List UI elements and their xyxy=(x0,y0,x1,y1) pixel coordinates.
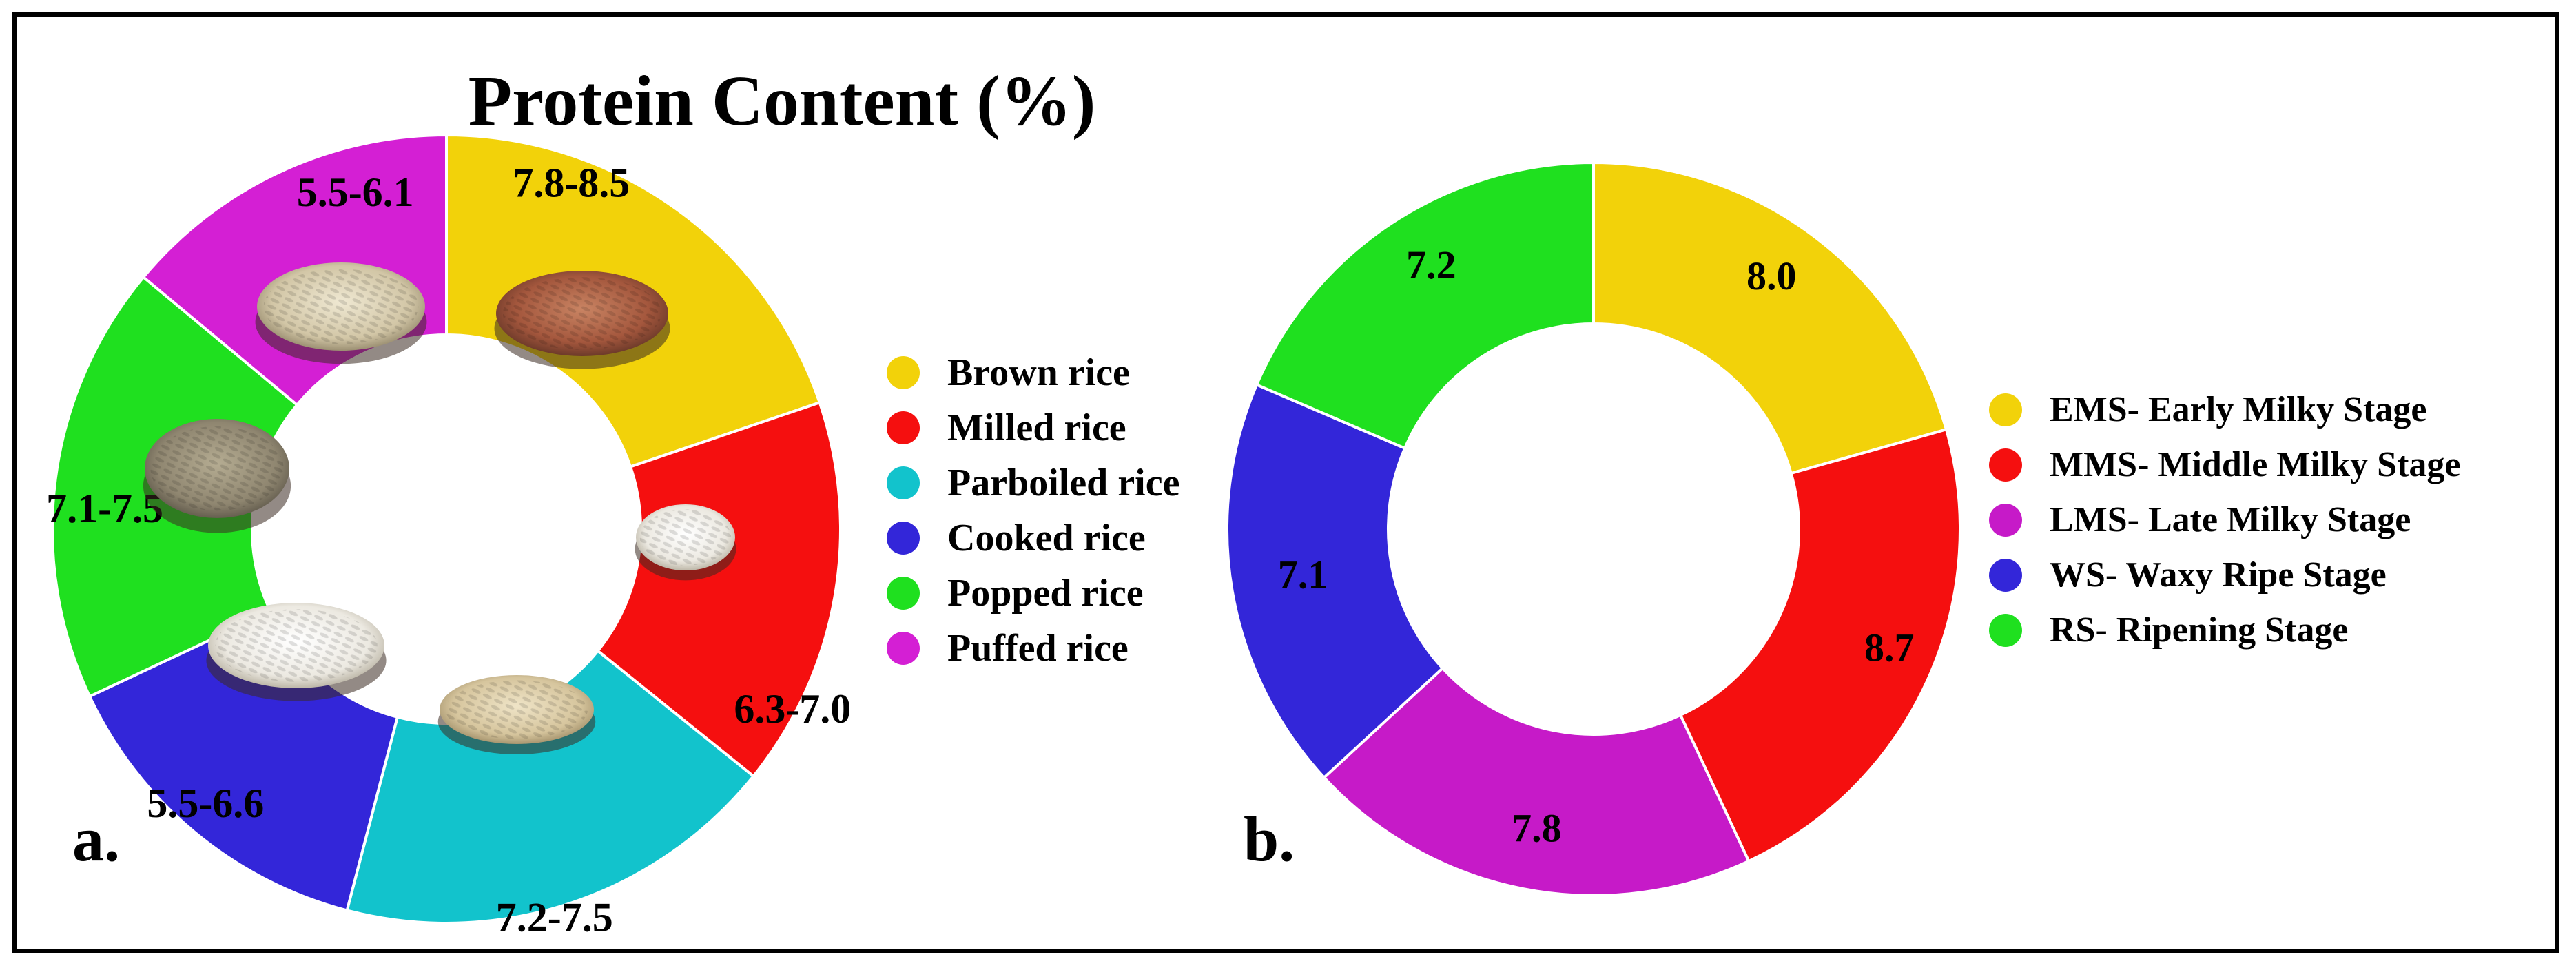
donut-chart-a: 7.8-8.5 6.3-7.0 7.2-7.5 5.5-6.6 7.1-7.5 5.5-6… xyxy=(46,133,851,940)
legend-swatch xyxy=(887,356,920,389)
slice-label-brown-rice: 7.8-8.5 xyxy=(513,160,630,205)
slice-label-puffed-rice: 5.5-6.1 xyxy=(297,169,414,215)
slice-rs-ripening-stage xyxy=(1255,161,1595,451)
legend-label: MMS- Middle Milky Stage xyxy=(2050,445,2461,484)
legend-swatch xyxy=(887,522,920,555)
donut-chart-b: 8.0 8.7 7.8 7.1 7.2 xyxy=(1226,161,1961,897)
legend-label: WS- Waxy Ripe Stage xyxy=(2050,555,2387,595)
slice-label-popped-rice: 7.1-7.5 xyxy=(46,486,163,531)
parboiled-rice-bowl-image xyxy=(437,675,596,754)
legend-label: Cooked rice xyxy=(947,517,1146,559)
slice-label-milled-rice: 6.3-7.0 xyxy=(734,686,851,732)
legend-swatch xyxy=(887,632,920,665)
cooked-rice-bowl-image xyxy=(206,603,387,701)
legend-label: Puffed rice xyxy=(947,627,1129,670)
charts-canvas: 7.8-8.5 6.3-7.0 7.2-7.5 5.5-6.6 7.1-7.5 5.5-6… xyxy=(46,133,1961,940)
milled-rice-bowl-image xyxy=(635,504,736,581)
legend-label: Brown rice xyxy=(947,351,1130,394)
legend-label: Parboiled rice xyxy=(947,462,1180,504)
panel-label-a: a. xyxy=(72,804,120,874)
slice-label-cooked-rice: 5.5-6.6 xyxy=(147,781,264,826)
puffed-rice-bowl-image xyxy=(255,262,427,364)
legend-swatch xyxy=(887,577,920,610)
brown-rice-bowl-image xyxy=(494,271,670,369)
slice-label-ems-early-milky-stage: 8.0 xyxy=(1746,254,1797,298)
legend-swatch xyxy=(1989,559,2022,592)
slice-ws-waxy-ripe-stage xyxy=(1226,382,1445,780)
legend-swatch xyxy=(1989,614,2022,647)
legend-swatch xyxy=(1989,448,2022,482)
slice-lms-late-milky-stage xyxy=(1322,666,1751,897)
popped-rice-bowl-image xyxy=(143,419,291,533)
slice-label-lms-late-milky-stage: 7.8 xyxy=(1512,805,1562,850)
slice-label-rs-ripening-stage: 7.2 xyxy=(1406,242,1456,287)
slice-label-ws-waxy-ripe-stage: 7.1 xyxy=(1278,553,1328,597)
legend-label: LMS- Late Milky Stage xyxy=(2050,500,2411,539)
slice-ems-early-milky-stage xyxy=(1592,161,1948,475)
slice-label-mms-middle-milky-stage: 8.7 xyxy=(1864,625,1915,670)
legend-swatch xyxy=(887,411,920,444)
legend-swatch xyxy=(1989,504,2022,537)
legend-swatch xyxy=(887,466,920,499)
slice-label-parboiled-rice: 7.2-7.5 xyxy=(496,895,613,940)
slice-mms-middle-milky-stage xyxy=(1678,427,1961,863)
legend-label: EMS- Early Milky Stage xyxy=(2050,390,2427,429)
chart-title: Protein Content (%) xyxy=(468,61,1096,141)
legend-swatch xyxy=(1989,393,2022,426)
figure-frame: 7.8-8.5 6.3-7.0 7.2-7.5 5.5-6.6 7.1-7.5 5.5-6… xyxy=(12,12,2559,953)
legend-label: Popped rice xyxy=(947,572,1144,615)
legend-label: Milled rice xyxy=(947,406,1126,449)
legend-label: RS- Ripening Stage xyxy=(2050,610,2349,650)
panel-label-b: b. xyxy=(1244,804,1295,874)
